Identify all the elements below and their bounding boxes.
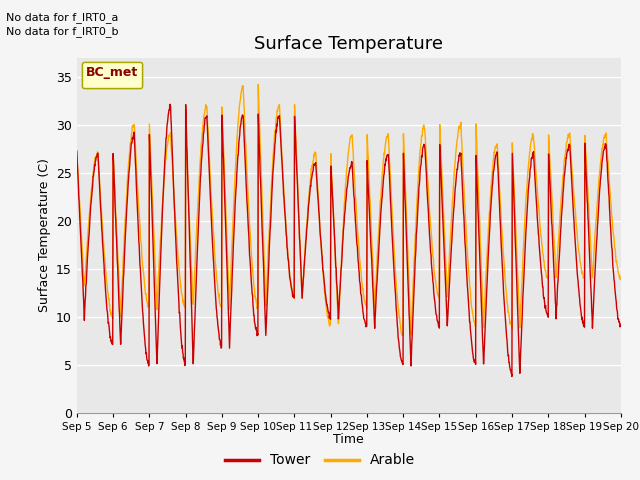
Arable [194, 203, 202, 209]
Arable [399, 333, 407, 339]
Legend:  [82, 62, 141, 88]
X-axis label: Time: Time [333, 433, 364, 446]
Tower [505, 352, 513, 358]
Text: No data for f_IRT0_b: No data for f_IRT0_b [6, 26, 119, 37]
Line: Tower: Tower [77, 104, 621, 376]
Tower [255, 136, 263, 142]
Tower [617, 322, 625, 327]
Arable [434, 290, 442, 296]
Text: No data for f_IRT0_a: No data for f_IRT0_a [6, 12, 119, 23]
Tower [73, 148, 81, 154]
Tower [434, 318, 442, 324]
Y-axis label: Surface Temperature (C): Surface Temperature (C) [38, 158, 51, 312]
Arable [553, 264, 561, 269]
Tower [181, 362, 189, 368]
Arable [255, 82, 262, 87]
Tower [508, 373, 516, 379]
Tower [553, 302, 561, 308]
Legend: Tower, Arable: Tower, Arable [219, 448, 421, 473]
Arable [255, 106, 263, 111]
Line: Arable: Arable [77, 84, 621, 336]
Tower [166, 101, 174, 107]
Arable [73, 151, 81, 156]
Arable [180, 303, 188, 309]
Tower [195, 229, 202, 235]
Arable [505, 311, 513, 317]
Arable [617, 276, 625, 281]
Title: Surface Temperature: Surface Temperature [254, 35, 444, 53]
